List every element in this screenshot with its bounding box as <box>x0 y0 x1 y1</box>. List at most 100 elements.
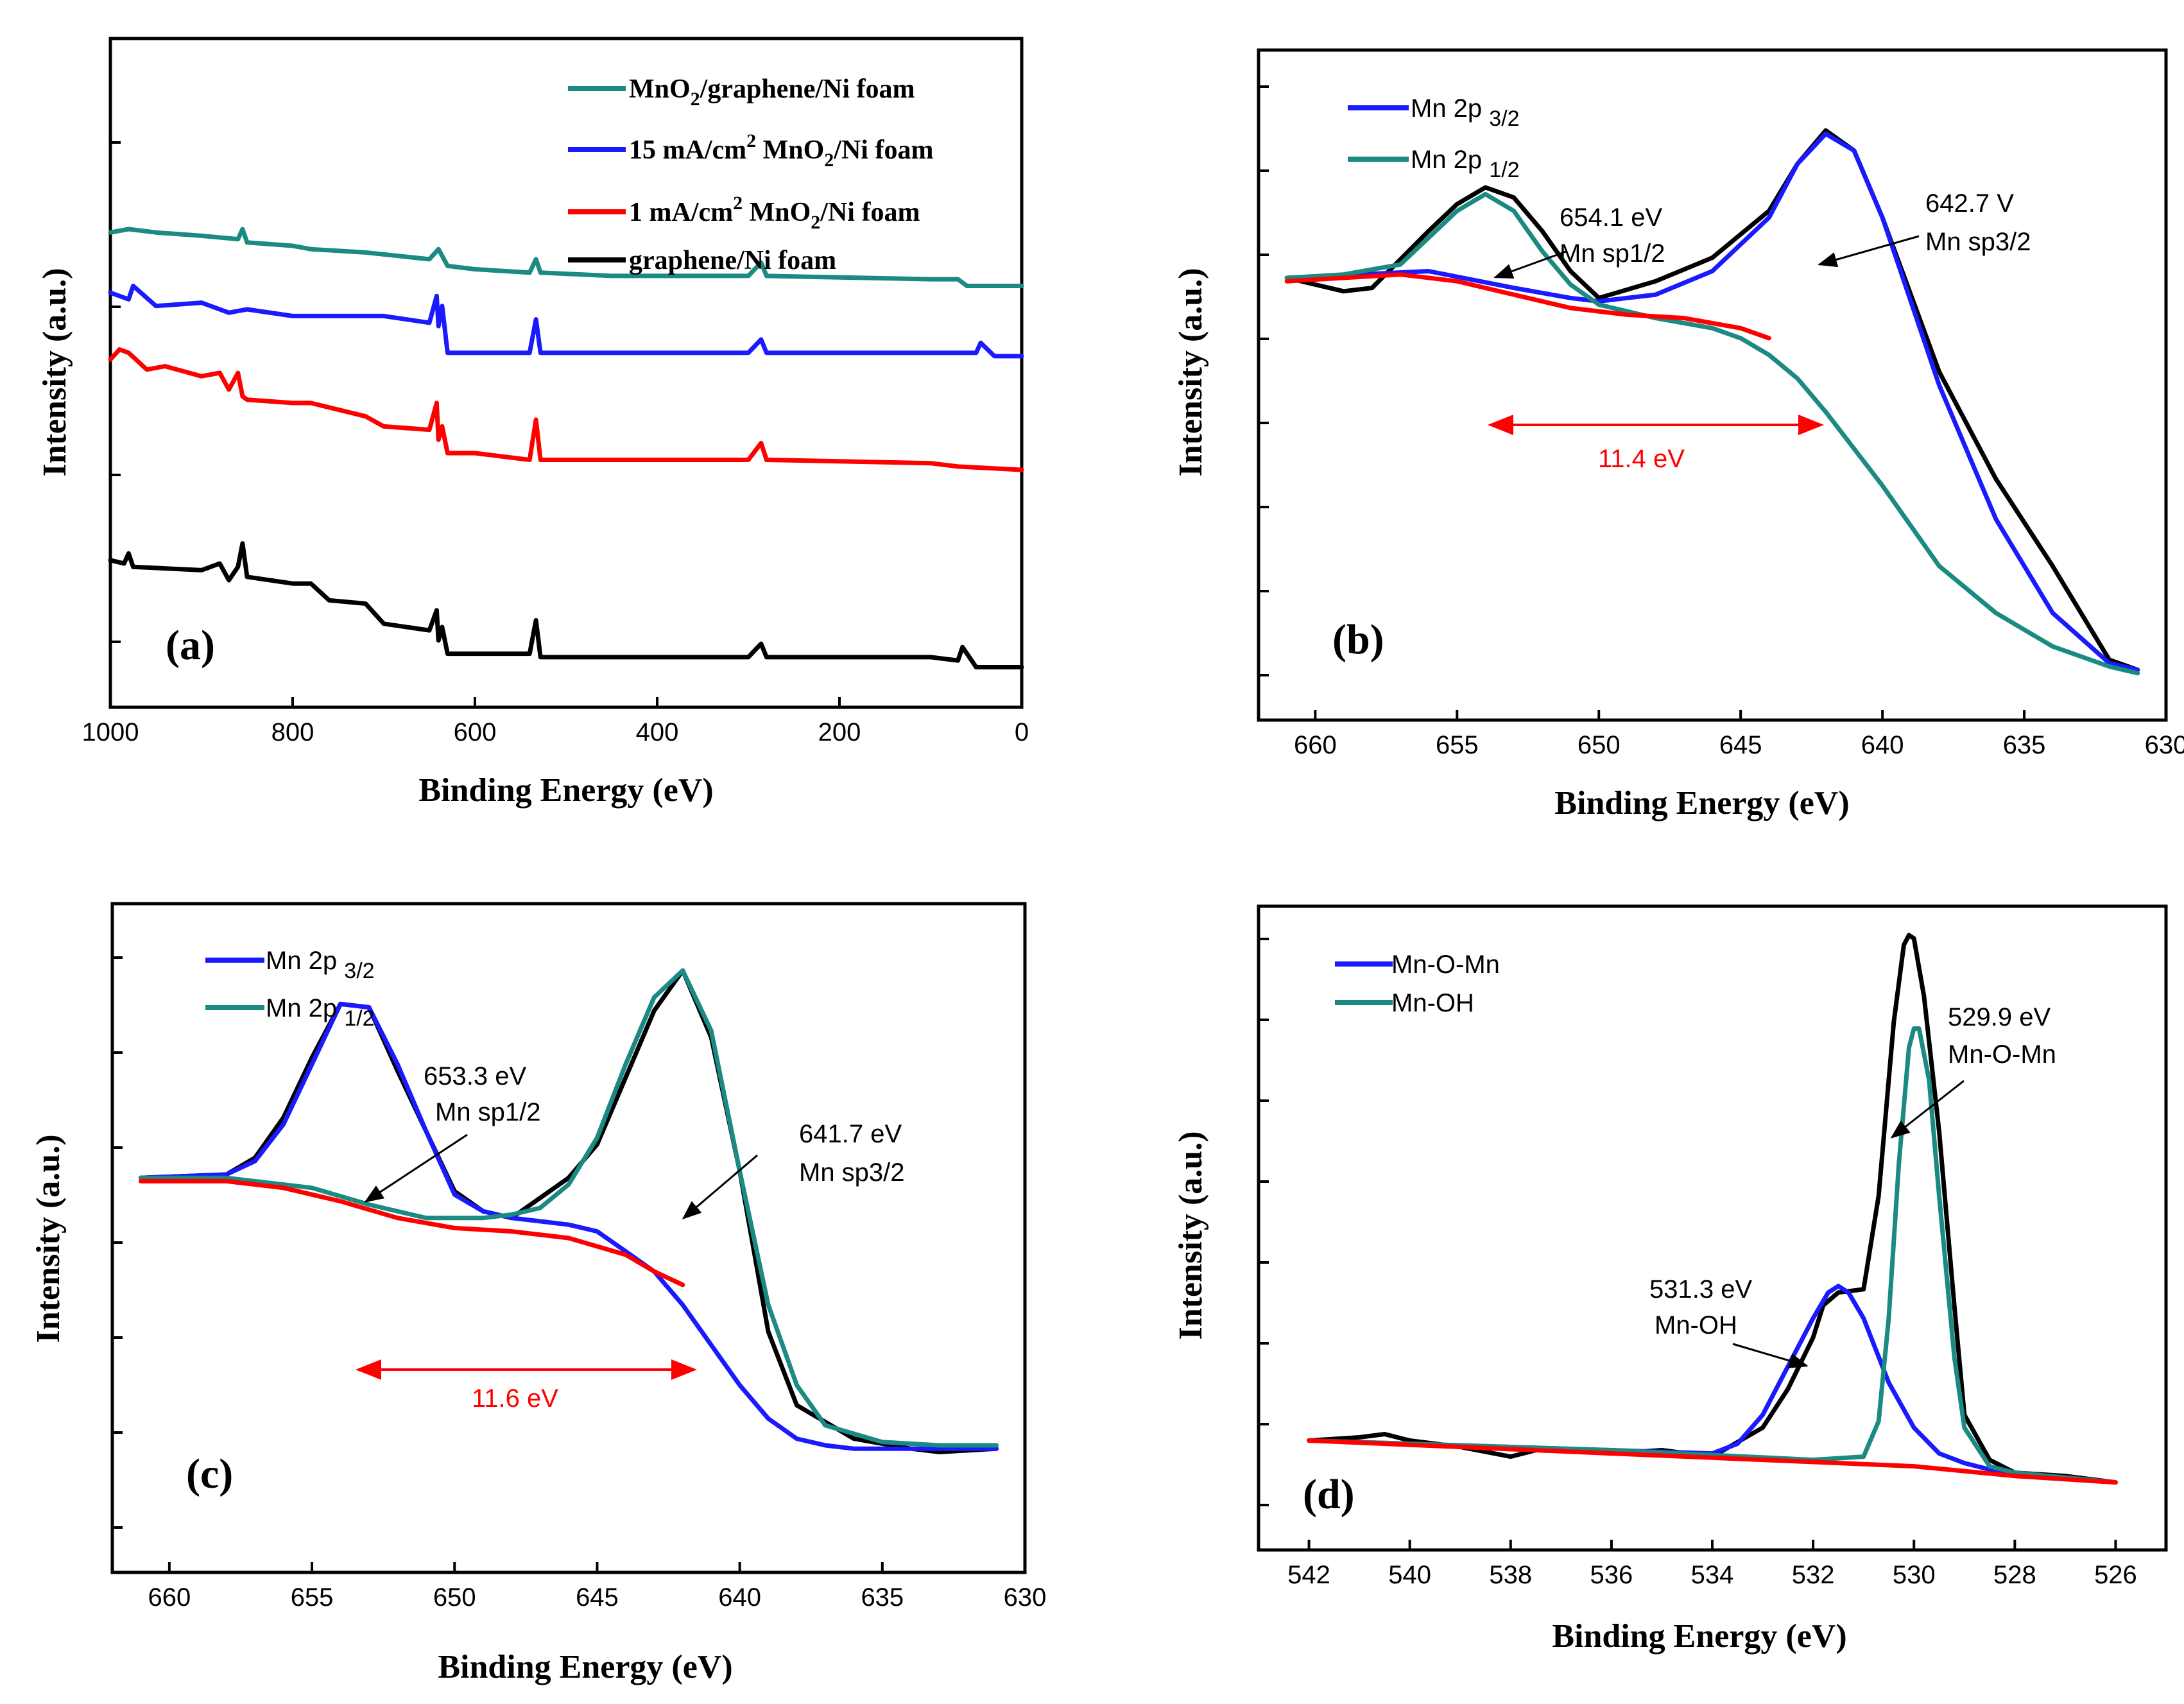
panel-c-x-tick-label: 640 <box>718 1583 761 1612</box>
panel-c-series-envelope <box>138 968 999 1454</box>
panel-a-x-tick-label: 600 <box>454 718 497 746</box>
panel-a-x-tick-label: 0 <box>1015 718 1029 746</box>
panel-d-x-axis-title: Binding Energy (eV) <box>1552 1618 1846 1655</box>
panel-a-x-tick-label: 400 <box>636 718 679 746</box>
panel-c-x-tick-label: 650 <box>433 1583 476 1612</box>
panel-a-y-ticks <box>110 141 121 643</box>
panel-c-x-tick-label: 635 <box>861 1583 904 1612</box>
panel-d-x-ticks: 542 540 538 536 534 532 530 528 526 <box>1287 1540 2137 1589</box>
panel-a-x-tick-label: 200 <box>818 718 861 746</box>
panel-c: 660 655 650 645 640 635 630 Mn 2p 3/2 Mn 2p 1/… <box>30 902 1047 1685</box>
panel-a-series-1-ma-cm2-mno2-ni-foam <box>108 347 1024 472</box>
panel-a-series-graphene-ni-foam <box>108 541 1024 669</box>
panel-c-annotation-peak2-energy: 641.7 eV <box>799 1120 902 1148</box>
panel-d-series-group <box>1307 933 2118 1485</box>
panel-c-y-axis-title: Intensity (a.u.) <box>30 1134 67 1343</box>
panel-d-series-mn-o-mn <box>1307 1284 2118 1485</box>
panel-d-x-tick-label: 526 <box>2094 1561 2137 1589</box>
panel-c-x-axis-title: Binding Energy (eV) <box>438 1649 732 1685</box>
panel-d-x-tick-label: 530 <box>1893 1561 1936 1589</box>
legend-label-mn2p32-b: Mn 2p 3/2 <box>1411 94 1520 131</box>
panel-c-series-mn-2p-3-2 <box>138 1001 999 1451</box>
panel-b-label: (b) <box>1332 616 1384 663</box>
panel-d-series-mn-oh <box>1307 1026 2118 1485</box>
legend-label-mno2-graphene: MnO2/graphene/Ni foam <box>629 74 915 110</box>
panel-a-legend: MnO2/graphene/Ni foam 15 mA/cm2 MnO2/Ni … <box>568 74 933 275</box>
panel-c-series-background <box>138 1178 685 1287</box>
panel-d-legend: Mn-O-Mn Mn-OH <box>1335 951 1500 1017</box>
legend-label-mn2p32-c: Mn 2p 3/2 <box>266 947 375 983</box>
panel-c-arrow-peak1 <box>364 1133 468 1203</box>
panel-a: 1000 800 600 400 200 0 MnO2/graphene/Ni foam … <box>37 37 1029 809</box>
legend-label-15ma: 15 mA/cm2 MnO2/Ni foam <box>629 130 933 171</box>
panel-c-label: (c) <box>186 1450 233 1497</box>
panel-c-range-label: 11.6 eV <box>472 1384 558 1413</box>
panel-d: 542 540 538 536 534 532 530 528 526 Mn-O-Mn Mn-O… <box>1173 904 2168 1655</box>
panel-b-x-tick-label: 635 <box>2003 731 2046 759</box>
panel-b: 660 655 650 645 640 635 630 Mn 2p 3/2 Mn 2p 1/… <box>1173 48 2184 822</box>
panel-a-x-tick-label: 1000 <box>82 718 139 746</box>
legend-label-graphene: graphene/Ni foam <box>629 246 836 275</box>
panel-d-label: (d) <box>1303 1471 1355 1518</box>
legend-label-1ma: 1 mA/cm2 MnO2/Ni foam <box>629 193 920 233</box>
panel-d-annotation-mnoh-energy: 531.3 eV <box>1649 1275 1752 1304</box>
legend-label-mn2p12-b: Mn 2p 1/2 <box>1411 146 1520 182</box>
panel-a-y-axis-title: Intensity (a.u.) <box>37 268 73 476</box>
panel-b-x-tick-label: 630 <box>2145 731 2184 759</box>
panel-c-plot-frame <box>110 902 1027 1574</box>
panel-c-x-tick-label: 655 <box>291 1583 334 1612</box>
panel-b-x-tick-label: 650 <box>1578 731 1621 759</box>
panel-d-x-tick-label: 542 <box>1287 1561 1330 1589</box>
legend-label-mn2p12-c: Mn 2p 1/2 <box>266 994 375 1031</box>
panel-b-series-mn-2p-3-2 <box>1284 132 2140 673</box>
panel-c-annotation-peak1-label: Mn sp1/2 <box>435 1098 541 1126</box>
panel-d-x-tick-label: 534 <box>1691 1561 1734 1589</box>
panel-d-x-tick-label: 536 <box>1590 1561 1633 1589</box>
panel-b-x-tick-label: 645 <box>1719 731 1762 759</box>
panel-d-arrow-mnomn <box>1890 1080 1965 1139</box>
panel-a-series-group <box>108 227 1024 669</box>
panel-b-x-tick-label: 660 <box>1294 731 1337 759</box>
panel-a-plot-frame <box>108 37 1024 709</box>
panel-b-y-ticks <box>1259 85 1269 676</box>
panel-c-arrow-peak2 <box>682 1154 758 1219</box>
panel-c-annotation-peak2-label: Mn sp3/2 <box>799 1158 905 1187</box>
panel-c-x-tick-label: 630 <box>1004 1583 1047 1612</box>
panel-c-annotation-peak1-energy: 653.3 eV <box>424 1062 526 1090</box>
panel-c-x-tick-label: 645 <box>576 1583 619 1612</box>
panel-b-x-tick-label: 655 <box>1436 731 1479 759</box>
panel-a-x-tick-label: 800 <box>271 718 314 746</box>
panel-a-x-axis-title: Binding Energy (eV) <box>418 772 713 809</box>
panel-c-series-mn-2p-1-2 <box>138 968 999 1448</box>
panel-c-x-tick-label: 660 <box>148 1583 191 1612</box>
panel-b-arrow-peak1 <box>1493 250 1567 279</box>
panel-b-arrow-peak2 <box>1818 235 1920 268</box>
panel-c-x-ticks: 660 655 650 645 640 635 630 <box>148 1562 1047 1612</box>
panel-d-series-background <box>1307 1438 2118 1485</box>
panel-b-legend: Mn 2p 3/2 Mn 2p 1/2 <box>1348 94 1520 182</box>
panel-d-y-axis-title: Intensity (a.u.) <box>1173 1131 1209 1339</box>
panel-b-annotation-peak2-energy: 642.7 V <box>1925 189 2014 218</box>
panel-b-y-axis-title: Intensity (a.u.) <box>1173 268 1209 476</box>
panel-d-x-tick-label: 532 <box>1792 1561 1835 1589</box>
panel-b-series-background <box>1284 272 1771 341</box>
panel-b-annotation-peak1-energy: 654.1 eV <box>1560 203 1662 232</box>
panel-a-series-15-ma-cm2-mno2-ni-foam <box>108 284 1024 359</box>
panel-a-x-ticks: 1000 800 600 400 200 0 <box>82 697 1029 746</box>
panel-d-annotation-mnoh-label: Mn-OH <box>1655 1311 1737 1339</box>
legend-label-mn-o-mn: Mn-O-Mn <box>1391 951 1500 979</box>
panel-a-label: (a) <box>166 622 215 669</box>
panel-a-series-mno2-graphene-ni-foam <box>108 227 1024 288</box>
panel-d-x-tick-label: 538 <box>1489 1561 1532 1589</box>
panel-b-x-axis-title: Binding Energy (eV) <box>1554 785 1849 822</box>
panel-d-annotation-mnomn-energy: 529.9 eV <box>1948 1003 2051 1031</box>
panel-b-series-group <box>1284 128 2140 676</box>
panel-d-x-tick-label: 528 <box>1993 1561 2036 1589</box>
panel-b-annotation-peak2-label: Mn sp3/2 <box>1925 228 2031 256</box>
panel-b-x-tick-label: 640 <box>1861 731 1904 759</box>
panel-d-series-envelope <box>1307 933 2118 1485</box>
panel-c-legend: Mn 2p 3/2 Mn 2p 1/2 <box>205 947 375 1031</box>
panel-c-y-ticks <box>112 956 123 1529</box>
panel-b-series-mn-2p-1-2 <box>1284 192 2140 676</box>
